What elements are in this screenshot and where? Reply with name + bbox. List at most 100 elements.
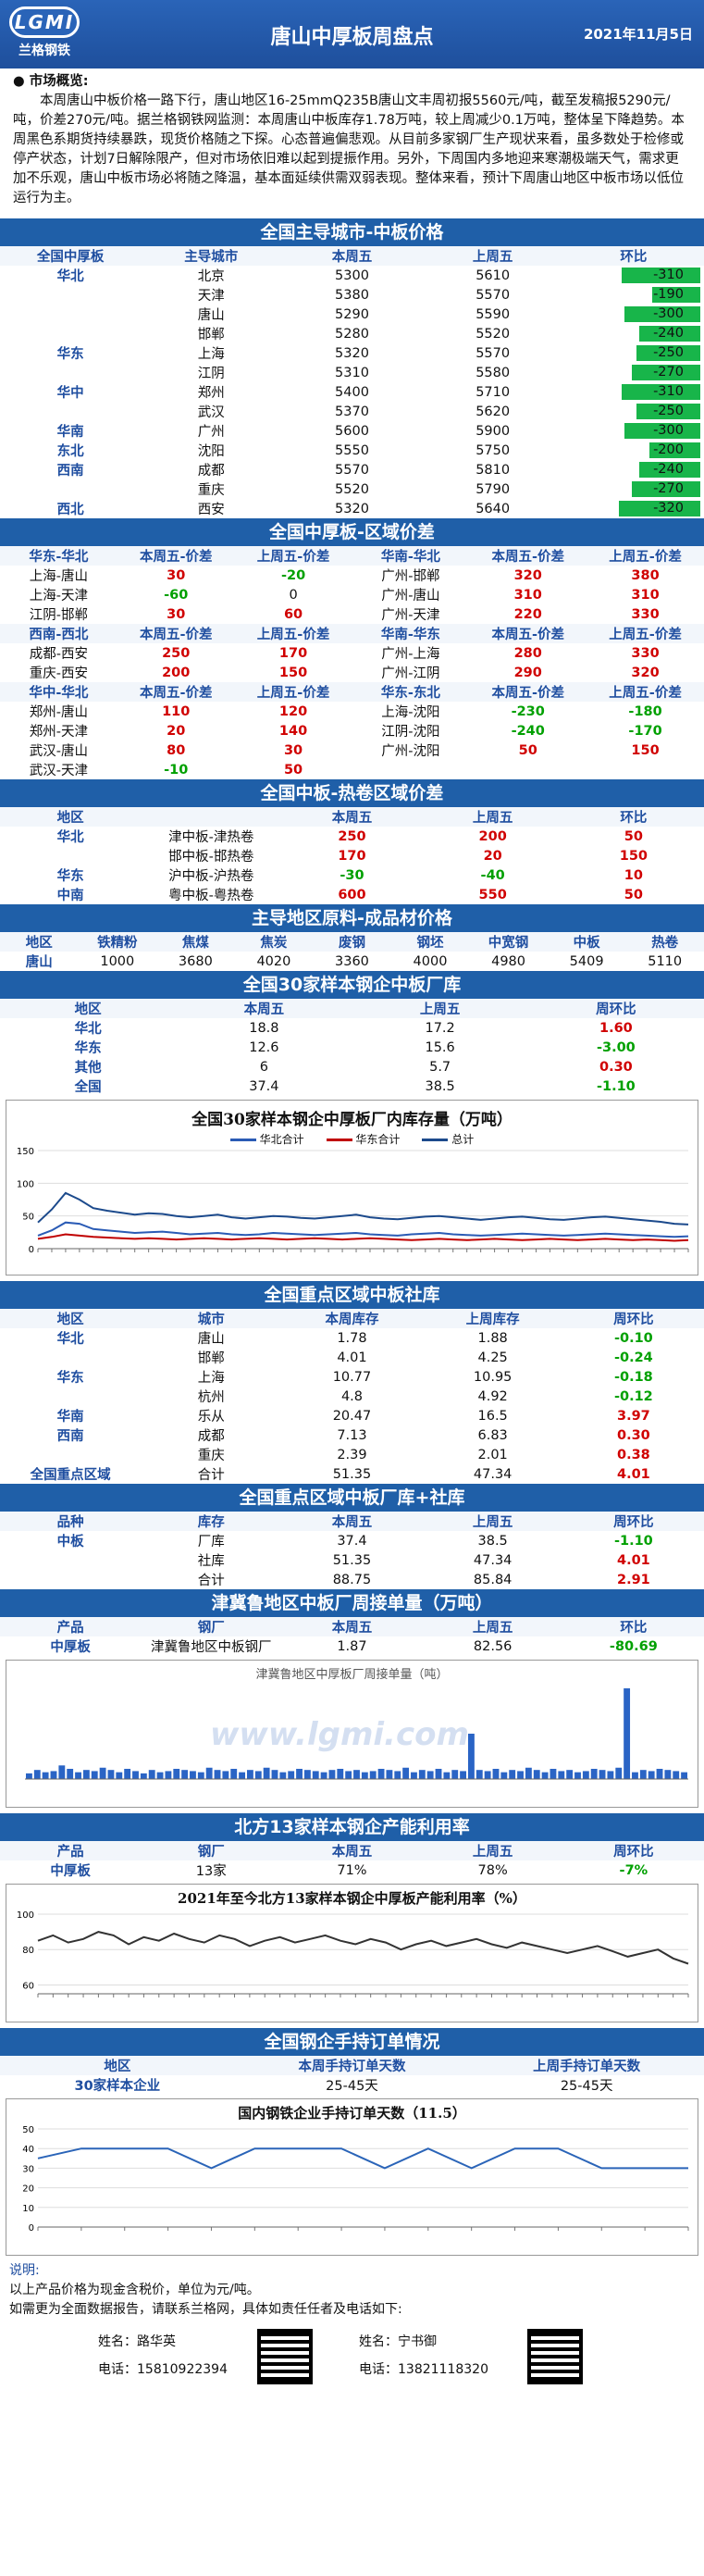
bar	[345, 1771, 352, 1779]
table-cell: 沪中板-沪热卷	[168, 869, 254, 884]
table-row: 上海-唐山 30 -20 广州-邯郸 320 380	[0, 566, 704, 585]
y-tick-label: 80	[22, 1946, 34, 1956]
table-cell: 120	[278, 703, 308, 719]
spread-header: 上周五-价差	[587, 624, 704, 643]
table-cell: 5900	[476, 423, 511, 439]
table-cell: 10.77	[332, 1369, 372, 1385]
chart4-svg: 50 40 30 20 10 0	[22, 2125, 689, 2234]
change-bar-fill	[639, 462, 700, 478]
y-tick-label: 100	[17, 1179, 34, 1189]
t1-header-4: 环比	[562, 246, 704, 266]
table-cell: 20	[483, 848, 502, 864]
table-row: 西北 西安 5320 5640 -320	[0, 499, 704, 518]
change-bar-fill	[624, 306, 700, 322]
table-cell: 广州-上海	[381, 647, 440, 662]
change-bar: -270	[563, 364, 704, 381]
table-cell: 5620	[476, 404, 511, 419]
table-cell: 成都	[197, 464, 225, 479]
table-cell: 武汉-天津	[29, 764, 89, 778]
spread-header: 华南-华北	[352, 546, 470, 566]
t6-header-3: 上周库存	[422, 1309, 563, 1328]
table-cell: 4.01	[616, 1466, 650, 1482]
table-cell: 51.35	[332, 1466, 372, 1482]
table-cell	[0, 363, 141, 382]
change-bar: -320	[563, 500, 704, 517]
chart3-svg: 100 80 60	[17, 1910, 689, 1997]
bar	[411, 1772, 417, 1779]
table-cell: 16.5	[477, 1408, 508, 1424]
table-row: 邯中板-邯热卷 170 20 150	[0, 846, 704, 865]
table-row: 杭州 4.8 4.92 -0.12	[0, 1387, 704, 1406]
table-row: 邯郸 4.01 4.25 -0.24	[0, 1348, 704, 1367]
table-row: 30家样本企业 25-45天 25-45天	[0, 2075, 704, 2095]
table-cell: -80.69	[609, 1638, 658, 1654]
table-cell: 150	[619, 848, 648, 864]
table-cell: 5400	[335, 384, 369, 400]
table-cell: 140	[278, 723, 308, 739]
contact2-tel: 电话：13821118320	[359, 2362, 488, 2377]
t9-header-1: 钢厂	[141, 1841, 282, 1860]
bar	[607, 1771, 614, 1779]
bar	[443, 1772, 451, 1779]
social-stock-table: 地区 城市 本周库存 上周库存 周环比 华北 唐山 1.78 1.88 -0.10 邯郸 4.01 4.…	[0, 1309, 704, 1484]
table-cell	[0, 1550, 141, 1570]
table-cell: 50	[624, 828, 643, 844]
table-cell: 5570	[335, 462, 369, 478]
legend-swatch	[229, 1139, 256, 1141]
table-cell: 中厚板	[50, 1864, 91, 1879]
table-cell: 5290	[335, 306, 369, 322]
change-bar: -190	[563, 286, 704, 304]
table-cell: -30	[340, 867, 364, 883]
bar	[239, 1772, 245, 1779]
spread-header: 华东-华北	[0, 546, 117, 566]
spread-header: 上周五-价差	[234, 624, 352, 643]
table-cell: 250	[162, 645, 191, 661]
table-cell: 0	[289, 587, 298, 603]
table-cell: 85.84	[473, 1572, 513, 1587]
change-bar-fill	[631, 365, 700, 380]
bar	[648, 1771, 655, 1779]
table-cell: 280	[513, 645, 542, 661]
qr-code-1	[257, 2329, 313, 2384]
table-cell: 2.91	[616, 1572, 650, 1587]
summary-heading: ● 市场概览:	[13, 74, 89, 89]
t8-header-4: 环比	[562, 1617, 704, 1636]
mill-stock-table: 地区 本周五 上周五 周环比 华北 18.8 17.2 1.60 华东 12.6 15.6 -3.00…	[0, 999, 704, 1096]
y-tick-label: 0	[29, 1245, 34, 1255]
change-value: -240	[653, 462, 684, 477]
bar	[541, 1772, 549, 1779]
table-cell: 4.92	[477, 1388, 508, 1404]
table-cell: -60	[164, 587, 189, 603]
table-cell: 成都-西安	[29, 647, 89, 662]
table-cell: 广州-邯郸	[381, 569, 440, 584]
change-bar: -310	[563, 267, 704, 284]
table-cell: 上海-天津	[29, 589, 89, 604]
table-cell: 上海	[197, 1371, 225, 1386]
table-cell: 5520	[335, 481, 369, 497]
table-cell: 西南	[56, 1429, 84, 1444]
table-cell	[0, 285, 141, 305]
change-bar: -300	[563, 422, 704, 440]
table-row: 江阴 5310 5580 -270	[0, 363, 704, 382]
table-cell	[0, 846, 141, 865]
table-cell: 5320	[335, 345, 369, 361]
table-cell: 320	[631, 665, 660, 680]
table-cell: -230	[511, 703, 545, 719]
table-cell: 1000	[100, 953, 135, 969]
change-cell: -320	[563, 499, 704, 518]
table-row: 华东 上海 5320 5570 -250	[0, 343, 704, 363]
t5-header-0: 地区	[0, 999, 177, 1018]
table-cell: 12.6	[249, 1039, 279, 1055]
table-cell: 广州-江阴	[381, 666, 440, 681]
t6-header-4: 周环比	[562, 1309, 704, 1328]
bar	[386, 1770, 393, 1779]
table-cell: 10	[624, 867, 643, 883]
spread-header: 本周五-价差	[469, 624, 587, 643]
t4-header-2: 焦煤	[156, 932, 235, 952]
change-bar: -300	[563, 305, 704, 323]
table-cell: 邯中板-邯热卷	[168, 850, 254, 865]
table-cell: 5600	[335, 423, 369, 439]
legend-entry: 总计	[422, 1133, 474, 1146]
table-cell: 华北	[56, 269, 84, 284]
